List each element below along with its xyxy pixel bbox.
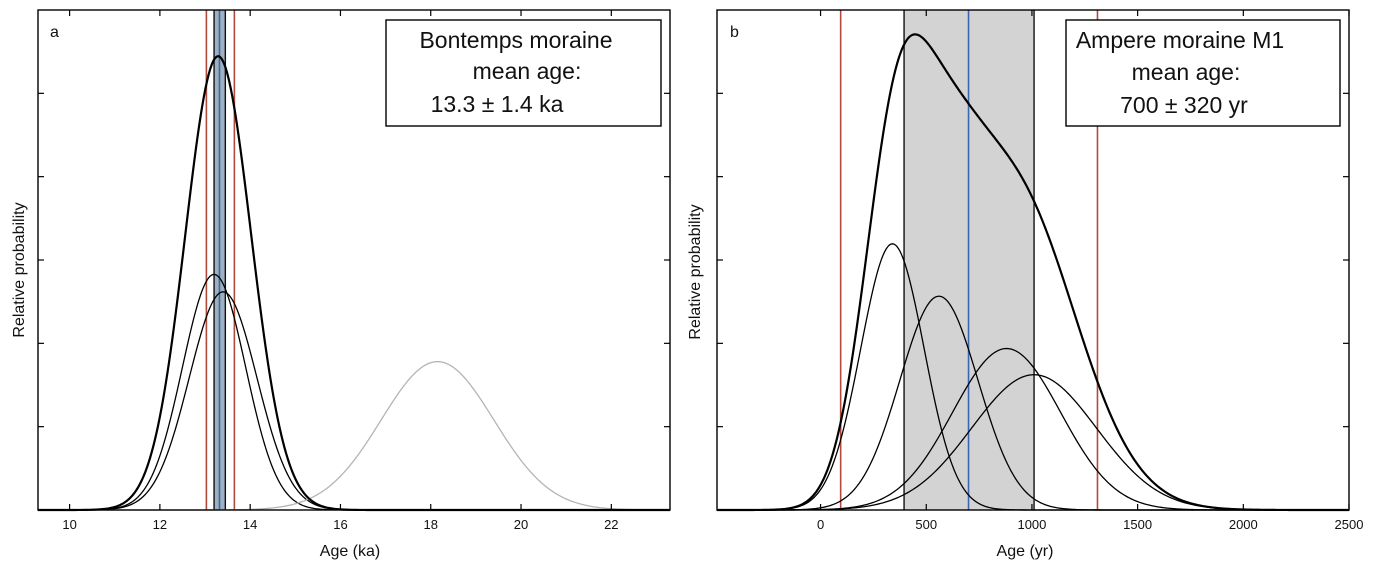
panel-a-chart: 10 12 14 16 18 20 22 a Bontemps moraine mean a… (11, 9, 671, 560)
panel-label: a (50, 24, 59, 41)
x-tick-label: 22 (604, 517, 618, 532)
x-tick-label: 16 (333, 517, 347, 532)
x-tick-label: 18 (424, 517, 438, 532)
y-axis-label: Relative probability (11, 202, 28, 337)
x-tick-label: 500 (915, 517, 937, 532)
y-axis-label: Relative probability (687, 204, 704, 339)
panel-b-chart: 0 500 1000 1500 2000 2500 b Ampere moraine M1… (687, 9, 1364, 560)
annotation-box: Ampere moraine M1 mean age: 700 ± 320 yr (1065, 19, 1341, 127)
annotation-line-1: Ampere moraine M1 (1076, 27, 1284, 53)
x-axis-label: Age (ka) (320, 543, 380, 560)
annotation-line-1: Bontemps moraine (419, 27, 612, 53)
sample-curve-2 (38, 291, 670, 511)
x-tick-label: 1500 (1123, 517, 1152, 532)
annotation-box: Bontemps moraine mean age: 13.3 ± 1.4 ka (385, 19, 662, 127)
x-tick-label: 2500 (1335, 517, 1364, 532)
x-tick-label: 20 (514, 517, 528, 532)
sample-curve-3 (38, 360, 670, 511)
annotation-line-3: 13.3 ± 1.4 ka (431, 91, 564, 117)
x-tick-label: 14 (243, 517, 257, 532)
annotation-line-2: mean age: (473, 58, 582, 84)
annotation-line-2: mean age: (1132, 59, 1241, 85)
x-tick-label: 2000 (1229, 517, 1258, 532)
x-tick-label: 10 (62, 517, 76, 532)
x-axis-label: Age (yr) (997, 543, 1054, 560)
x-tick-label: 12 (153, 517, 167, 532)
sample-curve-1 (38, 273, 670, 511)
x-tick-label: 0 (817, 517, 824, 532)
annotation-line-3: 700 ± 320 yr (1120, 92, 1248, 118)
x-tick-label: 1000 (1017, 517, 1046, 532)
panel-label: b (730, 24, 739, 41)
